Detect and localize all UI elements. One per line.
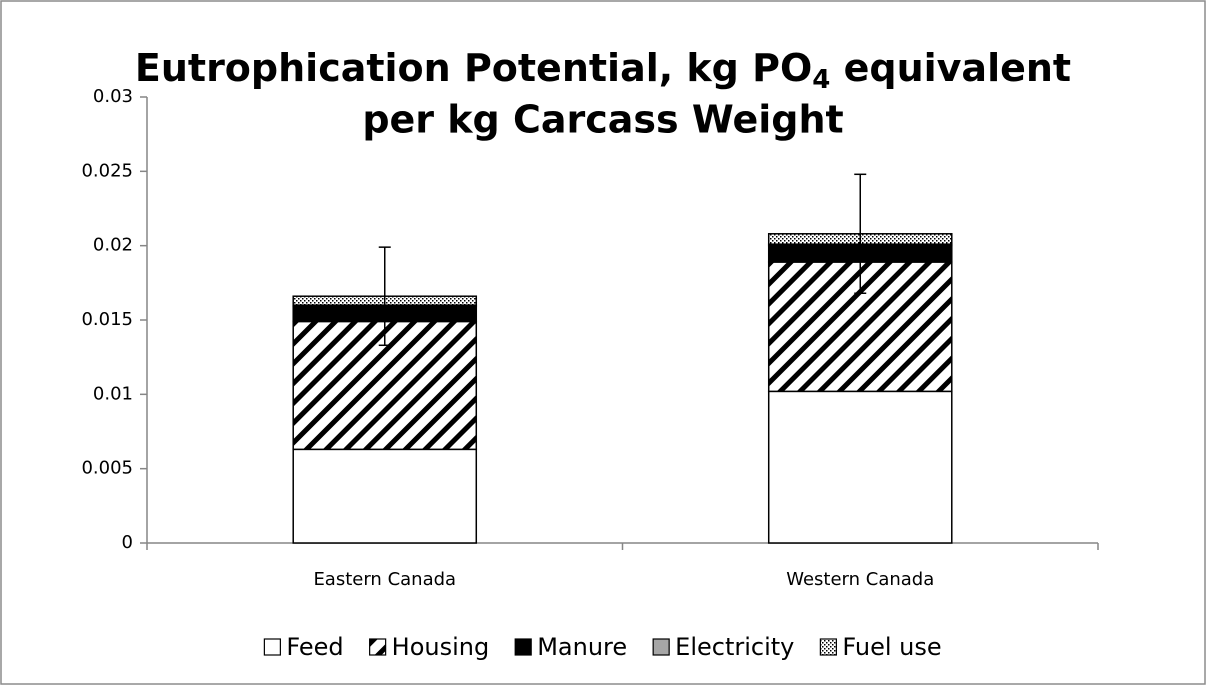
y-tick-label: 0.025 — [81, 160, 133, 181]
legend-swatch — [652, 638, 670, 656]
legend-swatch — [263, 638, 281, 656]
x-tick-label: Eastern Canada — [313, 569, 456, 590]
legend-swatch — [819, 638, 837, 656]
y-tick-label: 0 — [122, 532, 133, 553]
y-tick-label: 0.02 — [93, 235, 133, 256]
legend-label: Housing — [392, 633, 490, 661]
y-tick-label: 0.015 — [81, 309, 133, 330]
legend-label: Manure — [537, 633, 627, 661]
legend-label: Electricity — [675, 633, 794, 661]
legend-swatch — [369, 638, 387, 656]
bar-segment — [292, 448, 478, 544]
y-tick-label: 0.03 — [93, 86, 133, 107]
legend-swatch — [514, 638, 532, 656]
y-tick-label: 0.01 — [93, 383, 133, 404]
legend-label: Fuel use — [842, 633, 941, 661]
bar-segment — [767, 390, 953, 544]
chart-title: Eutrophication Potential, kg PO4 equival… — [135, 46, 1071, 95]
x-tick-label: Western Canada — [786, 569, 934, 590]
y-tick-label: 0.005 — [81, 458, 133, 479]
legend-label: Feed — [286, 633, 343, 661]
chart-title: per kg Carcass Weight — [362, 98, 843, 142]
